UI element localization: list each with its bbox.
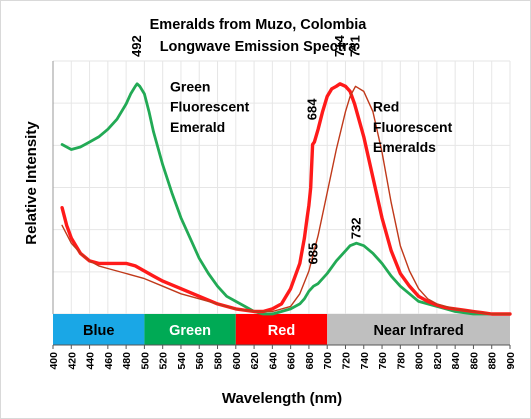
band-label: Blue xyxy=(83,323,114,339)
x-tick-label: 620 xyxy=(249,352,261,370)
series-line-3 xyxy=(61,85,511,315)
annotation-text: Fluorescent xyxy=(170,99,250,115)
x-tick-label: 780 xyxy=(395,352,407,370)
x-tick-label: 700 xyxy=(322,352,334,370)
x-tick-label: 640 xyxy=(267,352,279,370)
x-tick-label: 420 xyxy=(66,352,78,370)
band-blue xyxy=(53,314,145,345)
x-tick-label: 560 xyxy=(194,352,206,370)
color-band-bar: Blue Green Red Near Infrared xyxy=(53,314,510,345)
gridlines xyxy=(52,60,511,315)
band-near-infrared xyxy=(327,314,510,345)
series-lines xyxy=(60,82,512,316)
annotation-text: Green xyxy=(170,78,210,94)
x-tick-label: 740 xyxy=(359,352,371,370)
x-tick-label: 600 xyxy=(231,352,243,370)
x-tick-label: 820 xyxy=(432,352,444,370)
series-line-2 xyxy=(60,82,512,316)
x-tick-label: 860 xyxy=(468,352,480,370)
annotation-text: Emeralds xyxy=(373,139,436,155)
peak-label: 684 xyxy=(305,98,320,120)
axes: 400 420 440 460 480 500 520 540 560 580 600 620 640 6… xyxy=(48,61,517,370)
chart-subtitle: Longwave Emission Spectra xyxy=(160,39,358,55)
x-tick-label: 540 xyxy=(176,352,188,370)
peak-label: 731 xyxy=(348,35,363,57)
band-label: Red xyxy=(268,323,295,339)
peak-label: 732 xyxy=(348,217,363,239)
x-tick-label: 660 xyxy=(286,352,298,370)
peak-labels: 492 684 714 731 685 732 xyxy=(129,35,363,265)
band-red xyxy=(235,314,328,345)
x-tick-label: 520 xyxy=(158,352,170,370)
x-tick-label: 900 xyxy=(505,352,517,370)
x-tick-label: 500 xyxy=(139,352,151,370)
annotation-text: Emerald xyxy=(170,119,225,135)
x-tick-label: 400 xyxy=(48,352,60,370)
x-tick-label: 580 xyxy=(213,352,225,370)
peak-label: 492 xyxy=(129,35,144,57)
x-tick-label: 720 xyxy=(340,352,352,370)
band-green xyxy=(144,314,236,345)
chart-title: Emeralds from Muzo, Colombia xyxy=(150,17,368,33)
y-axis-label: Relative Intensity xyxy=(23,121,40,245)
annotations: Green Fluorescent Emerald Red Fluorescent Eme… xyxy=(170,78,453,155)
annotation-text: Red xyxy=(373,99,399,115)
band-label: Near Infrared xyxy=(373,323,463,339)
band-label: Green xyxy=(169,323,211,339)
series-line-1 xyxy=(60,82,512,316)
x-tick-label: 440 xyxy=(85,352,97,370)
peak-label: 714 xyxy=(332,35,347,57)
peak-label: 685 xyxy=(305,243,320,265)
x-axis-label: Wavelength (nm) xyxy=(222,390,342,407)
x-tick-label: 480 xyxy=(121,352,133,370)
x-tick-label: 800 xyxy=(414,352,426,370)
x-tick-label: 460 xyxy=(103,352,115,370)
x-tick-label: 880 xyxy=(487,352,499,370)
x-tick-label: 840 xyxy=(450,352,462,370)
annotation-text: Fluorescent xyxy=(373,119,453,135)
x-tick-label: 760 xyxy=(377,352,389,370)
x-tick-label: 680 xyxy=(304,352,316,370)
